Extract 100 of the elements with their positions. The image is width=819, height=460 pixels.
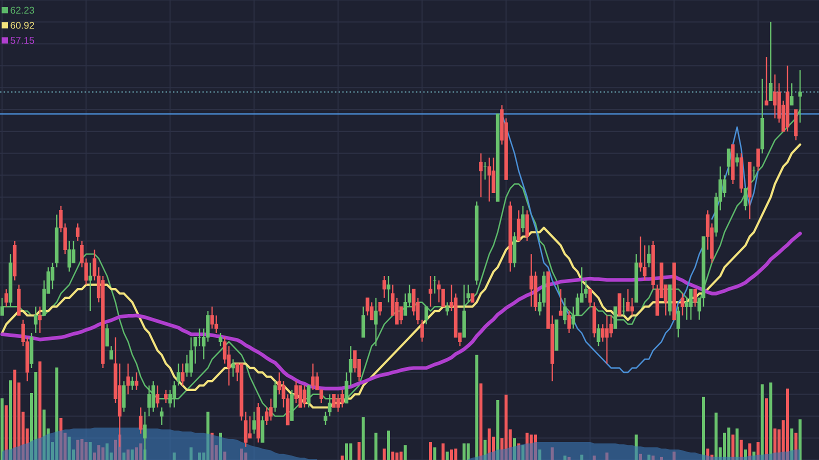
candlestick <box>138 406 142 434</box>
candlestick <box>609 314 613 338</box>
candlestick <box>614 306 618 329</box>
candlestick <box>764 56 768 106</box>
bar <box>550 447 554 460</box>
bar <box>454 448 458 460</box>
bar <box>714 412 718 460</box>
bar <box>80 438 84 460</box>
candlestick <box>647 244 651 268</box>
candlestick <box>680 292 684 316</box>
candlestick <box>676 306 680 338</box>
candlestick <box>50 262 54 290</box>
candlestick <box>298 384 302 408</box>
candlestick <box>744 188 748 211</box>
bar <box>190 447 193 460</box>
candlestick <box>218 332 222 347</box>
bar <box>530 434 533 460</box>
candlestick <box>689 288 693 320</box>
bar <box>484 440 487 460</box>
candlestick <box>105 324 109 347</box>
candlestick <box>726 148 730 176</box>
candlestick <box>366 297 370 316</box>
candlestick <box>336 394 340 412</box>
candlestick <box>231 358 235 378</box>
candlestick <box>152 380 156 412</box>
bar <box>106 443 109 460</box>
bar <box>479 383 482 460</box>
bar <box>404 445 407 460</box>
candlestick <box>626 288 630 312</box>
bar <box>4 405 8 460</box>
bar <box>374 432 378 460</box>
bar <box>563 456 566 460</box>
candlestick <box>567 310 571 334</box>
bar <box>760 384 764 460</box>
candlestick <box>252 411 256 434</box>
candlestick <box>488 157 492 202</box>
candlestick <box>302 384 306 408</box>
candlestick <box>160 406 164 426</box>
bar <box>446 452 449 460</box>
candlestick <box>773 74 777 119</box>
bar <box>240 448 244 460</box>
bar <box>0 398 4 460</box>
candlestick <box>404 292 408 316</box>
candlestick <box>353 350 357 374</box>
bar <box>568 456 571 460</box>
bar <box>97 445 100 460</box>
bar <box>34 372 38 460</box>
bar <box>521 445 524 460</box>
candlestick <box>428 275 432 308</box>
bar <box>773 428 776 460</box>
candlestick <box>596 324 600 347</box>
candlestick <box>693 288 697 308</box>
candlestick <box>558 288 562 316</box>
candlestick <box>248 416 252 439</box>
bar <box>223 452 226 460</box>
candlestick <box>76 222 80 242</box>
bar <box>504 394 508 460</box>
bar <box>517 443 520 460</box>
candlestick <box>374 297 378 347</box>
candlestick <box>395 297 399 325</box>
candlestick <box>189 336 193 378</box>
candlestick <box>437 280 441 303</box>
bar <box>340 456 344 460</box>
candlestick <box>446 302 450 316</box>
candlestick <box>412 288 416 316</box>
bar <box>442 443 445 460</box>
bar <box>605 452 608 460</box>
candlestick <box>260 416 264 444</box>
candlestick <box>130 376 134 391</box>
candlestick <box>4 288 8 308</box>
bar <box>122 452 126 460</box>
candlestick <box>214 314 218 334</box>
bar <box>672 452 676 460</box>
candlestick <box>72 240 76 264</box>
bar <box>400 452 403 460</box>
bar <box>702 396 706 460</box>
bar <box>395 452 398 460</box>
candlestick <box>722 174 726 198</box>
candlestick <box>525 210 529 242</box>
bar <box>362 417 365 460</box>
bar <box>798 419 802 460</box>
candlestick <box>466 284 470 303</box>
bar <box>580 454 584 460</box>
bar <box>84 442 88 460</box>
candlestick <box>424 306 428 325</box>
bar <box>764 398 768 460</box>
candlestick <box>273 380 277 412</box>
bar <box>496 400 500 460</box>
legend-label: 57.15 <box>10 37 34 44</box>
bar <box>752 452 756 460</box>
candlestick <box>269 398 273 422</box>
candlestick <box>306 384 310 408</box>
candlestick <box>122 380 126 412</box>
candlestick <box>164 389 168 404</box>
bar <box>756 442 760 460</box>
bar <box>382 448 386 460</box>
candlestick <box>530 253 534 308</box>
candlestick <box>362 306 366 338</box>
candlestick <box>790 82 794 106</box>
candlestick <box>479 152 483 198</box>
